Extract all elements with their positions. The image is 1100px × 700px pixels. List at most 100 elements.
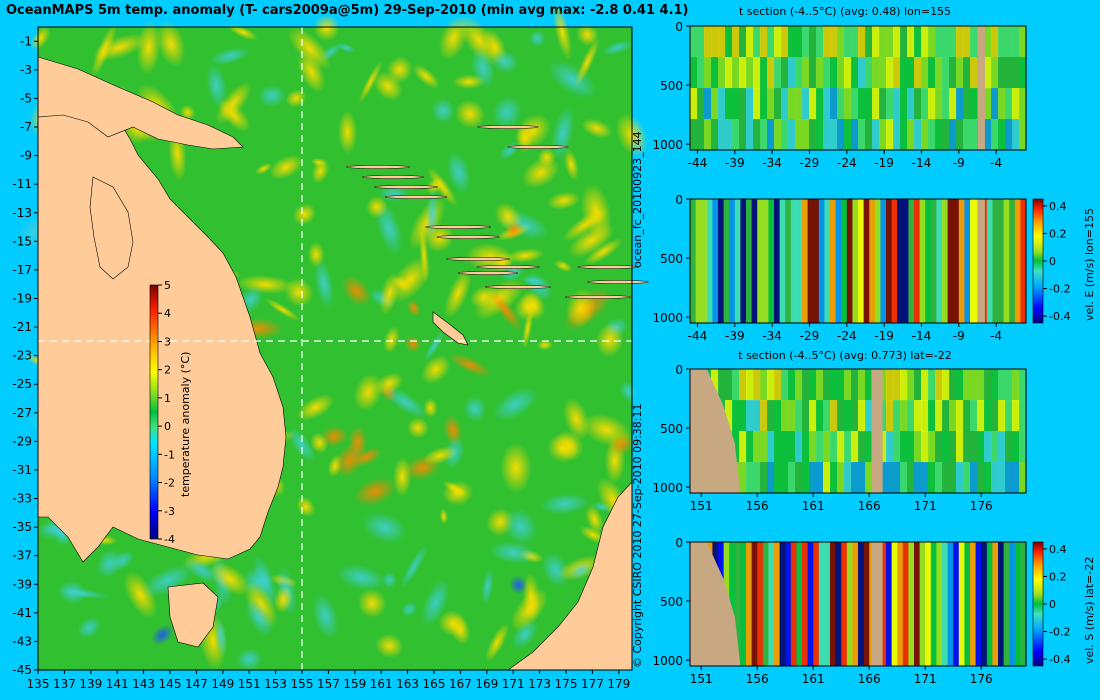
anomaly-eddy xyxy=(536,339,553,351)
sec3-cell xyxy=(984,431,992,463)
sec1-cell xyxy=(690,57,698,89)
sec3-x-tick-label: 176 xyxy=(970,499,993,513)
sec1-cell xyxy=(956,57,964,89)
land-cape-york xyxy=(89,176,134,280)
anomaly-eddy xyxy=(244,598,274,637)
sec3-y-tick-label: 0 xyxy=(675,363,683,377)
sec1-cell xyxy=(704,26,712,58)
sec4-cell xyxy=(964,542,971,667)
sec2-cell xyxy=(869,199,876,324)
sec1-cell xyxy=(984,26,992,58)
sec3-cell xyxy=(914,369,922,401)
sec2-cell xyxy=(874,199,881,324)
sec3-cell xyxy=(1012,462,1020,494)
sec3-cell xyxy=(858,462,866,494)
run-id-label: ocean_fc_20100923_144 xyxy=(631,131,644,268)
anomaly-eddy xyxy=(552,3,572,61)
sec3-cell xyxy=(977,369,985,401)
vel-e-colorbar-tick-label: 0.2 xyxy=(1049,227,1067,240)
sec2-cell xyxy=(695,199,702,324)
anomaly-eddy xyxy=(431,98,456,124)
sec3-cell xyxy=(907,462,915,494)
sec3-y-tick-label: 500 xyxy=(660,422,683,436)
sec1-cell xyxy=(739,88,747,120)
sec4-cell xyxy=(796,542,803,667)
sec2-cell xyxy=(1003,199,1010,324)
sec3-cell xyxy=(907,400,915,432)
map-x-tick-label: 141 xyxy=(106,677,129,691)
anomaly-eddy xyxy=(562,207,609,242)
sec4-cell xyxy=(992,542,999,667)
sec3-cell xyxy=(858,431,866,463)
sec1-cell xyxy=(963,119,971,151)
sec1-cell xyxy=(872,119,880,151)
anomaly-eddy xyxy=(227,23,259,41)
sec1-cell xyxy=(802,119,810,151)
sec2-cell xyxy=(947,199,954,324)
sec3-cell xyxy=(739,369,747,401)
sec3-x-tick-label: 156 xyxy=(746,499,769,513)
sec4-cell xyxy=(914,542,920,667)
anomaly-eddy xyxy=(136,20,161,75)
sec1-cell xyxy=(732,119,740,151)
sec3-cell xyxy=(767,462,775,494)
sec4-cell xyxy=(863,542,870,667)
anomaly-eddy xyxy=(539,493,590,515)
island xyxy=(577,265,639,269)
sec1-cell xyxy=(942,57,950,89)
sec2-cell xyxy=(779,199,786,324)
sec1-cell xyxy=(1019,57,1027,89)
sec1-cell xyxy=(865,57,873,89)
sec1-cell xyxy=(690,88,698,120)
map-x-tick-label: 159 xyxy=(343,677,366,691)
vel-e-colorbar-label: vel. E (m/s) lon=155 xyxy=(1083,208,1096,321)
anomaly-eddy xyxy=(401,601,418,618)
sec4-land xyxy=(871,542,883,666)
vel-s-section-lat-22-panel: 151 156 161 166 171 176 0 500 1000 xyxy=(652,536,1027,686)
sec1-cell xyxy=(914,88,922,120)
sec1-cell xyxy=(697,119,705,151)
anomaly-eddy xyxy=(584,238,623,266)
sec4-cell xyxy=(835,542,842,667)
anomaly-eddy xyxy=(449,353,492,377)
sec3-cell xyxy=(956,431,964,463)
sec1-cell xyxy=(753,26,761,58)
sec3-cell xyxy=(760,462,768,494)
sec1-cell xyxy=(802,26,810,58)
sec3-cell xyxy=(935,369,943,401)
t-section-lat-22-panel: 151 156 161 166 171 176 0 500 1000 xyxy=(652,363,1027,513)
anomaly-eddy xyxy=(353,373,383,411)
sec3-cell xyxy=(774,369,782,401)
sec2-cell xyxy=(785,199,792,324)
sec3-cell xyxy=(746,462,754,494)
sec3-cell xyxy=(928,369,936,401)
sec3-cell xyxy=(844,431,852,463)
sec3-cell xyxy=(760,431,768,463)
sec3-cell xyxy=(949,431,957,463)
sec3-cell xyxy=(921,431,929,463)
sec3-cell xyxy=(774,431,782,463)
anomaly-eddy xyxy=(444,268,472,319)
anomaly-eddy xyxy=(449,615,471,645)
map-colorbar-label: temperature anomaly (°C) xyxy=(179,352,192,497)
sec1-cell xyxy=(704,88,712,120)
sec3-cell xyxy=(977,400,985,432)
sec3-cell xyxy=(1019,462,1027,494)
sec2-cell xyxy=(886,199,892,324)
sec3-cell xyxy=(942,369,950,401)
sec2-cell xyxy=(706,199,713,324)
island xyxy=(587,280,649,284)
sec3-cell xyxy=(921,462,929,494)
sec1-x-tick-label: -14 xyxy=(912,156,932,170)
sec3-cell xyxy=(760,400,768,432)
sec3-cell xyxy=(886,462,894,494)
sec1-cell xyxy=(823,26,831,58)
sec3-cell xyxy=(851,369,859,401)
sec4-x-tick-label: 171 xyxy=(914,672,937,686)
sec3-cell xyxy=(795,369,803,401)
sec1-cell xyxy=(837,88,845,120)
anomaly-eddy xyxy=(255,162,273,175)
sec1-cell xyxy=(781,57,789,89)
anomaly-eddy xyxy=(313,258,335,309)
sec1-cell xyxy=(816,57,824,89)
